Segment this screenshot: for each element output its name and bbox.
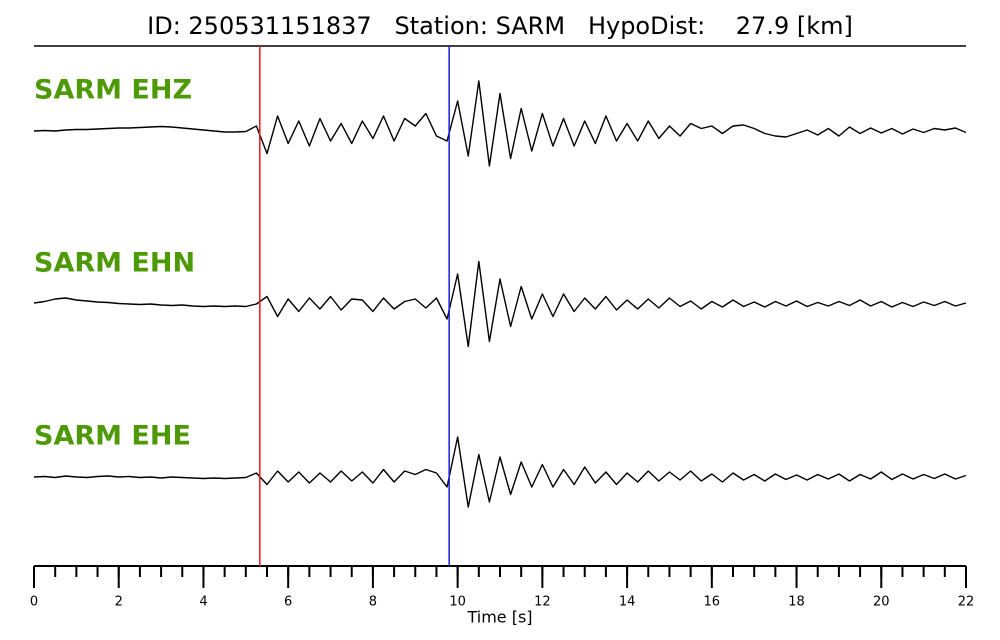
waveform bbox=[33, 80, 967, 167]
chart-title: ID: 250531151837 Station: SARM HypoDist:… bbox=[147, 12, 853, 40]
x-tick-label: 10 bbox=[449, 595, 466, 610]
x-tick-label: 0 bbox=[30, 595, 38, 610]
waveform bbox=[33, 436, 967, 508]
channel-label: SARM EHN bbox=[34, 248, 195, 279]
x-tick-label: 4 bbox=[199, 595, 207, 610]
x-tick-label: 14 bbox=[619, 595, 636, 610]
x-tick-label: 22 bbox=[958, 595, 975, 610]
channel-label: SARM EHE bbox=[34, 421, 191, 452]
x-tick-label: 18 bbox=[788, 595, 805, 610]
x-tick-label: 12 bbox=[534, 595, 551, 610]
x-tick-label: 16 bbox=[704, 595, 721, 610]
x-tick-label: 6 bbox=[284, 595, 292, 610]
channel-label: SARM EHZ bbox=[34, 75, 192, 106]
x-tick-label: 20 bbox=[873, 595, 890, 610]
x-axis-label: Time [s] bbox=[466, 608, 532, 627]
x-tick-label: 2 bbox=[115, 595, 123, 610]
x-tick-label: 8 bbox=[369, 595, 377, 610]
waveform bbox=[33, 260, 967, 348]
